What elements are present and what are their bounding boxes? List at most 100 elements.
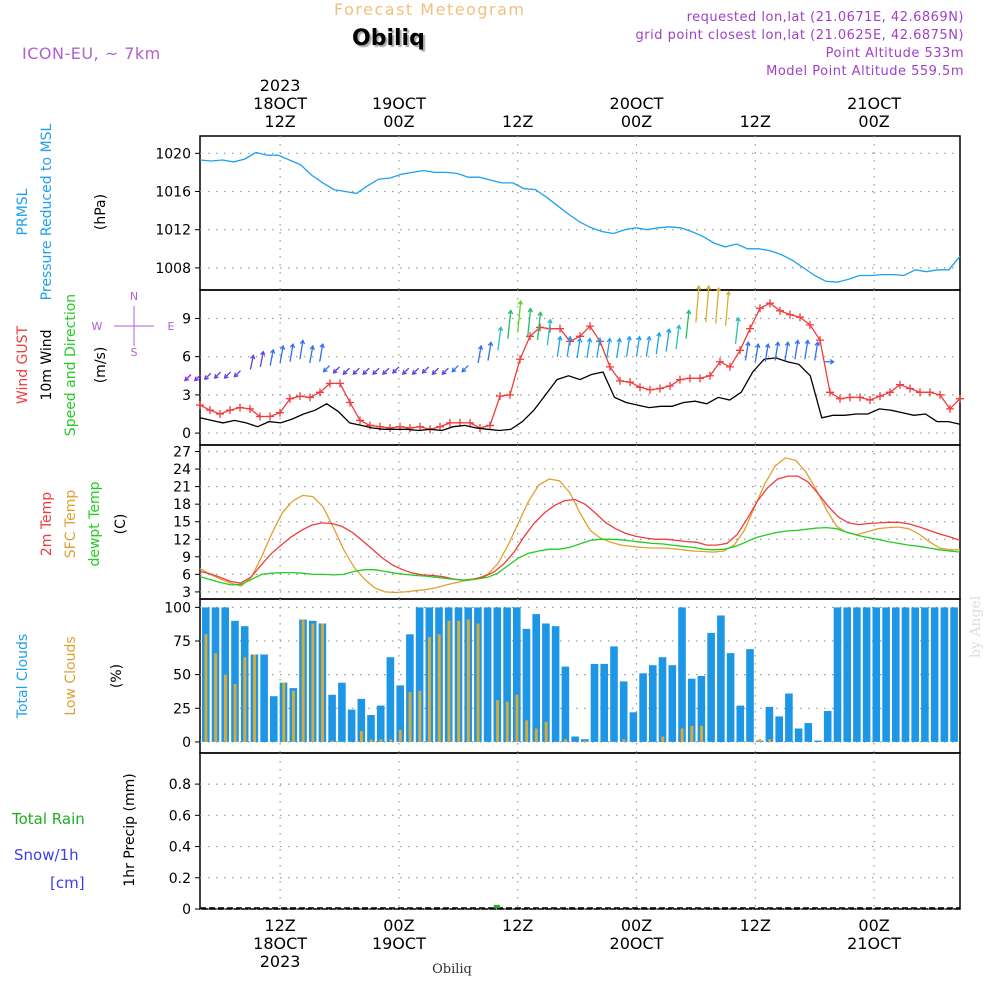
total-cloud-bar: [930, 607, 939, 742]
wind-arrow: [645, 336, 651, 357]
ytick-label: 1016: [155, 185, 191, 201]
low-cloud-bar: [515, 694, 519, 742]
low-cloud-bar: [564, 739, 567, 742]
wind-arrow-head: [497, 326, 504, 332]
total-cloud-bar: [561, 666, 570, 742]
wind-arrow: [685, 310, 690, 339]
total-cloud-bar: [376, 705, 385, 742]
ytick-label: 1012: [155, 223, 191, 239]
axis-title-clouds: Total Clouds: [15, 634, 31, 719]
top-time-label: 00Z: [383, 112, 414, 131]
low-cloud-bar: [321, 623, 324, 742]
total-cloud-bar: [483, 607, 492, 742]
wind-arrow-head: [527, 307, 533, 313]
low-cloud-bar: [408, 692, 412, 742]
wind-arrow-head: [829, 359, 835, 365]
legend-snow: Snow/1h: [14, 846, 79, 864]
gust-marker: [876, 392, 884, 401]
wind-arrow-head: [223, 373, 229, 379]
low-cloud-bar: [301, 619, 305, 742]
wind-arrow: [625, 336, 631, 357]
total-cloud-bar: [571, 736, 579, 742]
ytick-label: 50: [173, 668, 191, 684]
top-time-label: 18OCT: [253, 94, 307, 113]
axis-title-pressure: Pressure Reduced to MSL: [39, 123, 55, 300]
top-time-label: 12Z: [264, 112, 295, 131]
ytick-label: 6: [182, 350, 191, 366]
total-cloud-bar: [542, 623, 550, 742]
wind-arrow: [461, 365, 469, 373]
wind-arrow-head: [557, 335, 563, 341]
top-time-label: 2023: [260, 76, 301, 95]
wind-arrow: [422, 366, 430, 374]
ytick-label: 75: [173, 634, 191, 650]
wind-arrow: [362, 367, 370, 375]
total-cloud-bar: [921, 607, 929, 742]
top-time-label: 00Z: [621, 112, 652, 131]
compass-north: N: [130, 290, 138, 303]
wind-arrow-head: [666, 328, 672, 334]
wind-arrow: [451, 365, 459, 373]
total-cloud-bar: [610, 646, 618, 742]
total-cloud-bar: [853, 607, 861, 742]
wind-arrow: [412, 367, 420, 375]
gust-marker: [766, 299, 774, 308]
total-cloud-bar: [590, 663, 599, 742]
wind-arrow: [319, 344, 324, 362]
compass-south: S: [131, 346, 138, 359]
wind-arrow-head: [270, 348, 276, 354]
wind-arrow-head: [784, 341, 791, 347]
low-cloud-bar: [389, 739, 393, 742]
axis-title-wind: Speed and Direction: [63, 294, 79, 436]
gust-marker: [856, 393, 864, 402]
wind-arrow-head: [537, 311, 543, 317]
ytick-label: 0: [182, 426, 191, 442]
wind-arrow: [754, 344, 759, 362]
total-cloud-bar: [503, 607, 511, 742]
footer-station: Obiliq: [432, 962, 472, 977]
total-cloud-bar: [347, 709, 356, 742]
wind-line: [199, 357, 961, 432]
wind-arrow: [566, 336, 571, 357]
total-cloud-bar: [726, 653, 735, 742]
gust-marker: [256, 412, 264, 421]
gust-marker: [736, 346, 744, 355]
gust-marker: [296, 392, 304, 401]
low-cloud-bar: [534, 728, 538, 742]
wind-arrow: [269, 349, 274, 366]
total-cloud-bar: [396, 685, 404, 742]
total-cloud-bar: [581, 739, 589, 742]
wind-arrow-head: [517, 299, 524, 305]
gust-marker: [906, 384, 914, 393]
wind-arrow-head: [213, 373, 219, 379]
wind-arrow-head: [289, 343, 296, 349]
total-cloud-bar: [600, 663, 608, 742]
axis-title-wind: Wind GUST: [15, 325, 31, 404]
model-altitude: Model Point Altitude 559.5m: [766, 64, 964, 79]
wind-arrow-head: [299, 339, 306, 345]
wind-arrow-head: [774, 341, 781, 347]
axis-title-wind: 10m Wind: [39, 329, 55, 400]
axis-title-temperature: dewpt Temp: [87, 481, 103, 566]
ytick-label: 0.6: [169, 808, 191, 824]
axis-title-precip: 1hr Precip (mm): [122, 773, 138, 886]
low-cloud-bar: [224, 674, 227, 742]
panel-frame-wind: [199, 289, 961, 446]
low-cloud-bar: [466, 619, 470, 742]
wind-arrow-head: [577, 337, 583, 343]
total-cloud-bar: [357, 698, 366, 742]
bottom-time-label: 20OCT: [610, 934, 664, 953]
total-cloud-bar: [551, 626, 560, 742]
top-time-label: 21OCT: [847, 94, 901, 113]
wind-arrow-head: [586, 337, 593, 343]
ytick-label: 12: [173, 532, 191, 548]
total-cloud-bar: [687, 678, 696, 742]
low-cloud-bar: [447, 620, 451, 742]
low-cloud-bar: [428, 637, 431, 742]
total-cloud-bar: [882, 607, 890, 742]
wind-arrow-head: [401, 370, 407, 375]
wind-arrow: [309, 345, 314, 364]
ytick-label: 27: [173, 445, 191, 461]
wind-arrow-head: [441, 370, 447, 375]
wind-arrow: [392, 366, 400, 374]
